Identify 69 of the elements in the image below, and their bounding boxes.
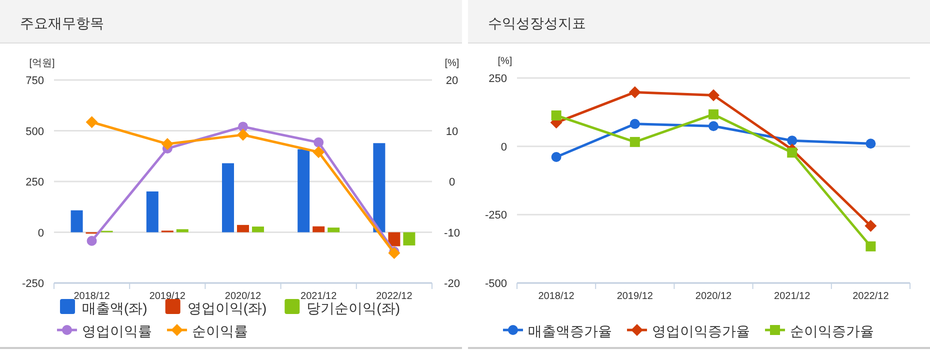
point [312,146,325,158]
y-tick-label: 750 [26,75,44,87]
bar [252,226,264,232]
x-tick-label: 2019/12 [149,291,186,302]
y-tick-label: -500 [484,278,507,290]
point [630,118,640,129]
x-tick-label: 2018/12 [74,291,110,302]
x-tick-label: 2018/12 [538,291,575,302]
point [708,89,720,102]
point [787,148,798,158]
bar [222,163,234,232]
x-tick-label: 2021/12 [774,291,811,302]
point [388,247,400,260]
y-tick-label: -250 [22,278,44,290]
point [86,116,98,128]
bar [237,224,249,232]
legend-label: 영업이익률 [82,323,152,339]
point [866,138,876,149]
bar [312,226,325,232]
legend-label: 순이익률 [192,323,248,339]
y2-tick-label: 0 [448,176,456,188]
y-tick-label: -250 [484,210,507,222]
point [866,241,876,252]
y-tick-label: 250 [488,73,507,85]
x-tick-label: 2019/12 [616,291,654,302]
x-tick-label: 2020/12 [695,291,732,302]
chart-title: 주요재무항목 [20,15,104,31]
legend-label: 순이익증가율 [790,323,874,339]
x-tick-label: 2021/12 [300,291,338,302]
y-tick-label: 0 [500,141,507,154]
x-tick-label: 2020/12 [224,291,262,302]
point [314,137,324,148]
y-tick-label: 250 [26,176,44,188]
legend-label: 매출액증가율 [528,323,612,339]
y2-tick-label: 20 [446,75,458,87]
x-tick-label: 2022/12 [376,291,413,302]
bar [373,143,386,232]
point [708,121,718,132]
legend-label: 영업이익증가율 [652,323,750,339]
chart-title: 수익성장성지표 [488,15,586,31]
y-tick-label: 500 [26,126,44,138]
bar [403,232,416,246]
bar [176,229,188,232]
y2-tick-label: -20 [444,278,460,290]
bar [298,149,310,232]
y-axis-title: [%] [498,56,512,67]
x-tick-label: 2022/12 [852,291,890,302]
y2-tick-label: -10 [444,227,460,240]
bar [328,228,340,232]
y-axis-title: [억원] [29,58,55,69]
point [708,109,718,120]
bar [146,191,158,232]
point [86,236,97,246]
point [551,110,562,120]
point [628,86,641,98]
point [630,136,640,147]
legend-label: 당기순이익(좌) [306,300,400,316]
bar [388,232,400,246]
point [551,152,562,162]
y-tick-label: 0 [38,227,44,240]
y2-tick-label: 10 [446,126,458,138]
point [237,128,249,141]
bar [70,210,83,232]
legend-label: 영업이익(좌) [187,300,267,316]
y2-axis-title: [%] [444,58,460,69]
point [161,138,174,150]
point [864,220,877,232]
point [787,136,798,146]
legend-label: 매출액(좌) [82,300,148,316]
